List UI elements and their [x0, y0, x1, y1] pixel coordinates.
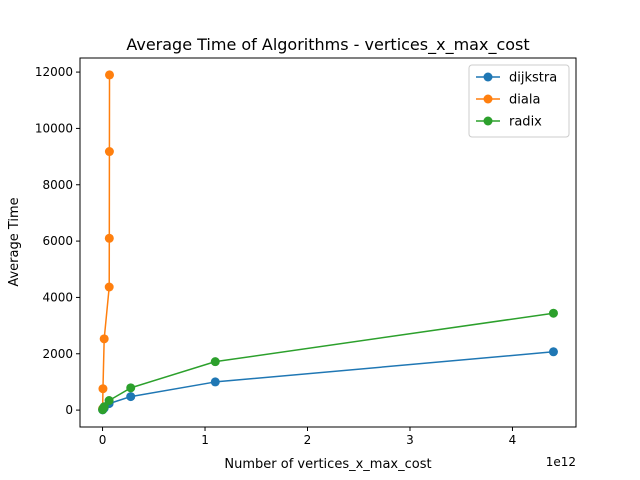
data-point-radix [104, 396, 114, 406]
data-point-dijkstra [126, 392, 136, 402]
x-tick-label: 0 [99, 433, 107, 447]
legend-swatch-marker [483, 94, 493, 104]
legend-label: diala [509, 93, 540, 108]
data-point-radix [210, 357, 220, 367]
data-point-diala [99, 334, 109, 344]
y-tick-label: 8000 [42, 178, 73, 192]
legend: dijkstra diala radix [468, 64, 570, 138]
y-axis-label: Average Time [7, 197, 22, 286]
x-axis: 0 1 2 3 4 [99, 427, 517, 447]
plot-area [98, 70, 558, 415]
x-tick-label: 1 [201, 433, 209, 447]
x-axis-label: Number of vertices_x_max_cost [224, 457, 431, 472]
data-point-diala [104, 147, 114, 157]
y-tick-label: 10000 [35, 121, 73, 135]
axes-frame [79, 57, 577, 428]
y-tick-label: 12000 [35, 65, 73, 79]
data-point-diala [104, 282, 114, 292]
legend-swatch-marker [483, 72, 493, 82]
data-point-dijkstra [210, 377, 220, 387]
data-point-radix [548, 308, 558, 318]
y-tick-label: 4000 [42, 290, 73, 304]
data-point-diala [98, 384, 108, 394]
y-tick-label: 2000 [42, 347, 73, 361]
data-point-radix [99, 402, 109, 412]
x-tick-label: 4 [509, 433, 517, 447]
y-tick-label: 6000 [42, 234, 73, 248]
data-point-diala [105, 70, 115, 80]
legend-label: dijkstra [509, 71, 557, 86]
legend-box [468, 64, 570, 138]
x-offset-label: 1e12 [546, 455, 576, 469]
legend-item-dijkstra: dijkstra [476, 71, 557, 86]
x-tick-label: 2 [304, 433, 312, 447]
data-point-radix [126, 383, 136, 393]
legend-item-diala: diala [476, 93, 540, 108]
x-tick-label: 3 [406, 433, 414, 447]
legend-swatch-marker [483, 116, 493, 126]
y-tick-label: 0 [65, 403, 73, 417]
series-radix [98, 308, 558, 415]
chart-title: Average Time of Algorithms - vertices_x_… [126, 35, 529, 55]
y-axis: 0 2000 4000 6000 8000 10000 12000 [35, 65, 80, 417]
legend-item-radix: radix [476, 115, 542, 130]
legend-label: radix [509, 115, 542, 130]
data-point-diala [104, 233, 114, 243]
data-point-dijkstra [548, 347, 558, 357]
